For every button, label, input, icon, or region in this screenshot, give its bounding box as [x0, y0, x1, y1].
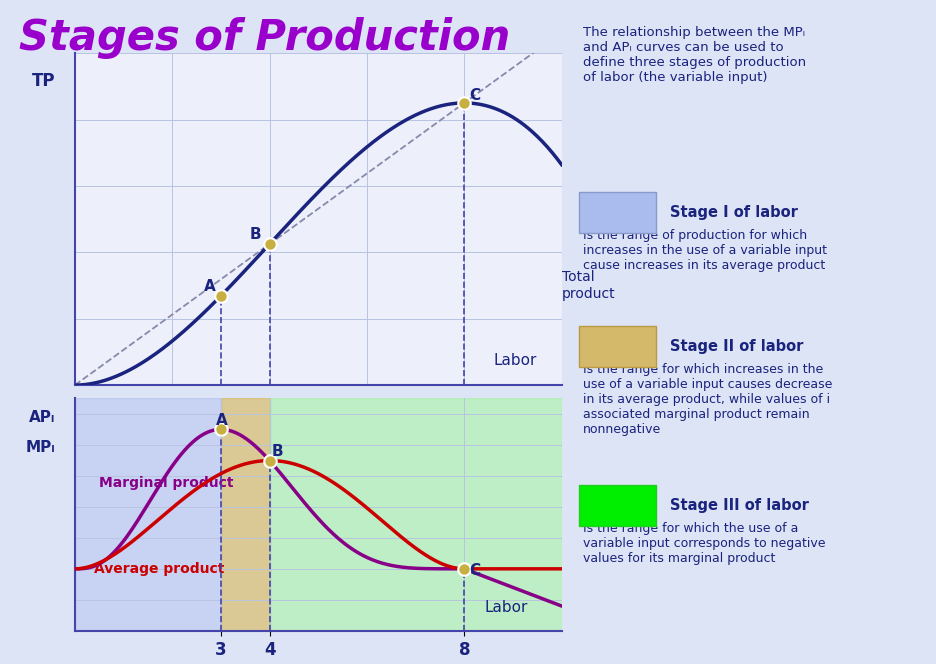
Text: MPₗ: MPₗ: [25, 440, 55, 456]
FancyBboxPatch shape: [579, 192, 656, 233]
Text: Average product: Average product: [95, 562, 225, 576]
Text: Is the range for which increases in the
use of a variable input causes decrease
: Is the range for which increases in the …: [582, 363, 832, 436]
Text: B: B: [250, 227, 262, 242]
Text: Stage II of labor: Stage II of labor: [670, 339, 804, 353]
Text: C: C: [469, 88, 480, 103]
FancyBboxPatch shape: [579, 485, 656, 527]
Text: Marginal product: Marginal product: [99, 475, 234, 490]
Text: The relationship between the MPₗ
and APₗ curves can be used to
define three stag: The relationship between the MPₗ and APₗ…: [582, 26, 806, 84]
Text: A: A: [216, 413, 227, 428]
Bar: [75, 398, 221, 631]
Text: TP: TP: [32, 72, 55, 90]
Text: C: C: [469, 563, 480, 578]
Text: A: A: [204, 279, 215, 294]
FancyBboxPatch shape: [579, 325, 656, 367]
Text: Stage III of labor: Stage III of labor: [670, 498, 810, 513]
Text: Labor: Labor: [494, 353, 537, 369]
Bar: [221, 398, 270, 631]
Text: Stage I of labor: Stage I of labor: [670, 205, 798, 220]
Text: Is the range of production for which
increases in the use of a variable input
ca: Is the range of production for which inc…: [582, 228, 826, 272]
Bar: [270, 398, 562, 631]
Text: Labor: Labor: [484, 600, 528, 616]
Text: Total
product: Total product: [562, 270, 615, 301]
Text: Stages of Production: Stages of Production: [19, 17, 510, 58]
Text: Is the range for which the use of a
variable input corresponds to negative
value: Is the range for which the use of a vari…: [582, 522, 826, 565]
Text: B: B: [272, 444, 284, 459]
Text: APₗ: APₗ: [29, 410, 55, 425]
